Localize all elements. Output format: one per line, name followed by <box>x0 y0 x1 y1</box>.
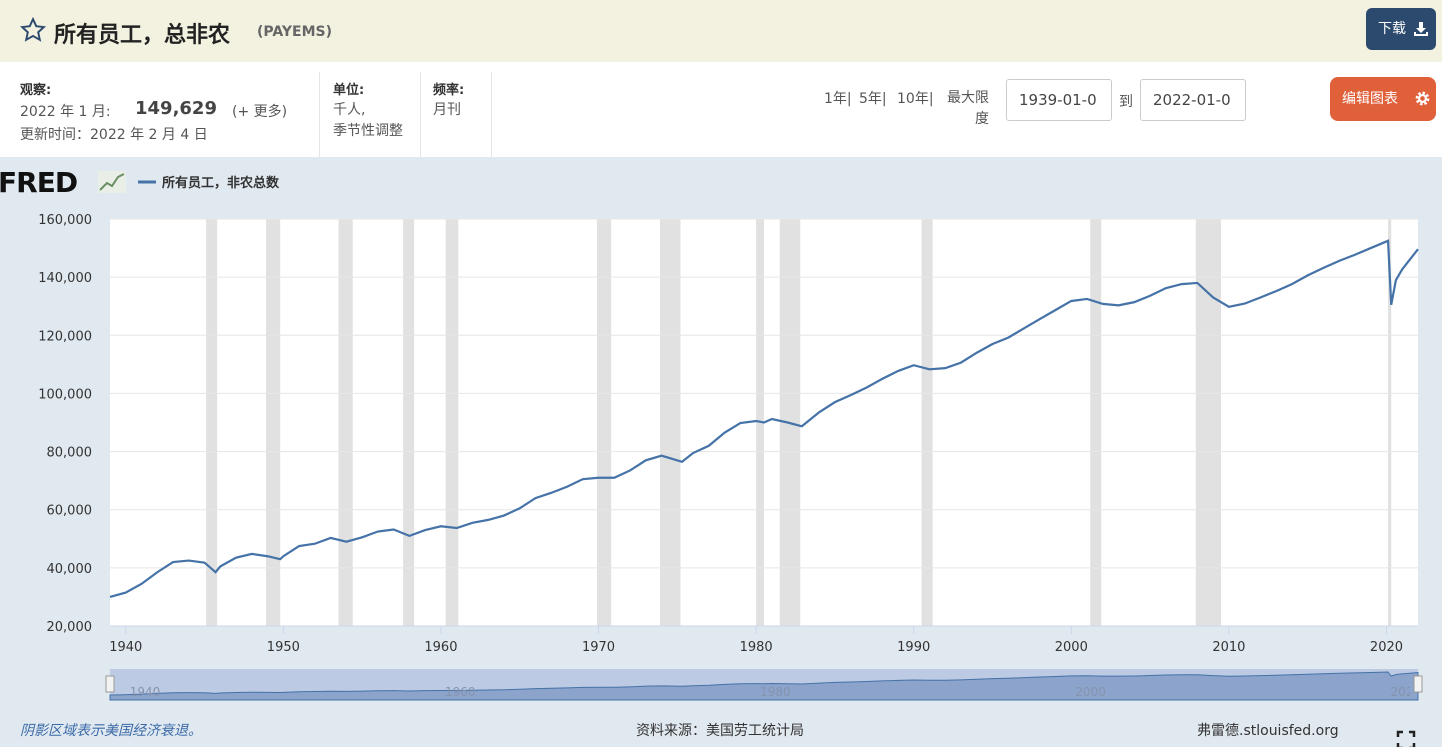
to-label: 到 <box>1119 94 1133 110</box>
recession-band <box>1195 219 1222 626</box>
frequency-label: 频率: <box>433 83 465 98</box>
x-tick-label: 2020 <box>1370 640 1403 655</box>
logo-icon <box>98 171 126 193</box>
fred-logo: FRED <box>0 166 77 199</box>
plot <box>109 218 1419 627</box>
y-tick-label: 80,000 <box>47 446 93 461</box>
units-label: 单位: <box>333 83 365 98</box>
series-id: (PAYEMS) <box>257 24 332 40</box>
download-label: 下载 <box>1378 21 1406 37</box>
navigator-tick-label: 1980 <box>760 685 791 699</box>
frequency: 月刊 <box>433 102 461 118</box>
fullscreen-icon[interactable] <box>1396 730 1416 747</box>
y-tick-label: 160,000 <box>38 213 92 228</box>
x-tick-label: 2010 <box>1212 640 1245 655</box>
series-title: 所有员工，总非农 <box>54 23 231 48</box>
recession-band <box>596 219 612 626</box>
series-line <box>109 239 1419 598</box>
navigator-handle[interactable] <box>1413 675 1423 693</box>
y-tick-label: 120,000 <box>38 329 92 344</box>
x-tick-label: 1940 <box>109 640 142 655</box>
recession-band <box>206 219 218 626</box>
info-bar: 观察: 2022 年 1 月: 149,629 (+ 更多) 更新时间：2022… <box>0 62 1442 157</box>
header-bar: 所有员工，总非农 (PAYEMS) 下载 <box>0 0 1442 62</box>
recession-band <box>1388 219 1392 626</box>
navigator-tick-label: 1960 <box>445 685 476 699</box>
recession-band <box>445 219 459 626</box>
download-icon <box>1414 22 1428 36</box>
navigator-handle[interactable] <box>105 675 115 693</box>
y-tick-label: 40,000 <box>47 562 93 577</box>
range-button[interactable]: 最大限度 <box>947 90 989 127</box>
observation-label: 观察: <box>20 83 52 98</box>
y-tick-label: 100,000 <box>38 387 92 402</box>
chart: FRED 20,000 40,000 60,000 80,000 100,000 120,… <box>0 157 1442 747</box>
recession-band <box>338 219 353 626</box>
range-button[interactable]: 1年| <box>824 91 852 107</box>
navigator-tick-label: 2000 <box>1075 685 1106 699</box>
units: 千人, <box>333 102 366 118</box>
navigator-tick-label: 1940 <box>130 685 161 699</box>
recession-band <box>659 219 681 626</box>
footer-note: 阴影区域表示美国经济衰退。 <box>20 723 202 739</box>
observation-date: 2022 年 1 月: <box>20 104 111 120</box>
edit-graph-label: 编辑图表 <box>1342 91 1398 107</box>
x-tick-label: 1990 <box>897 640 930 655</box>
recession-band <box>266 219 281 626</box>
y-tick-label: 140,000 <box>38 271 92 286</box>
x-tick-label: 1970 <box>582 640 615 655</box>
legend-label: 所有员工，非农总数 <box>162 175 280 191</box>
footer-site: 弗雷德.stlouisfed.org <box>1197 723 1339 739</box>
x-tick-label: 1960 <box>424 640 457 655</box>
start-date-input[interactable]: 1939-01-0 <box>1006 79 1112 121</box>
x-tick-label: 1980 <box>740 640 773 655</box>
favorite-star[interactable] <box>20 17 46 43</box>
x-tick-label: 2000 <box>1055 640 1088 655</box>
y-tick-label: 20,000 <box>47 620 93 635</box>
y-tick-label: 60,000 <box>47 504 93 519</box>
recession-band <box>1090 219 1102 626</box>
range-button[interactable]: 5年| <box>859 91 887 107</box>
edit-graph-button[interactable]: 编辑图表 <box>1330 77 1436 121</box>
recession-band <box>921 219 933 626</box>
more-link[interactable]: (+ 更多) <box>232 104 288 120</box>
recession-band <box>403 219 415 626</box>
navigator-area <box>109 671 1419 701</box>
gear-icon <box>1415 91 1430 106</box>
navigator-tick-label: 2020 <box>1390 685 1421 699</box>
updated-date: 更新时间：2022 年 2 月 4 日 <box>20 127 208 143</box>
range-button[interactable]: 10年| <box>897 91 934 107</box>
download-button[interactable]: 下载 <box>1366 8 1436 50</box>
units: 季节性调整 <box>333 123 403 139</box>
footer-source: 资料来源：美国劳工统计局 <box>636 723 804 739</box>
end-date-input[interactable]: 2022-01-0 <box>1140 79 1246 121</box>
observation-value: 149,629 <box>135 98 217 119</box>
x-tick-label: 1950 <box>267 640 300 655</box>
